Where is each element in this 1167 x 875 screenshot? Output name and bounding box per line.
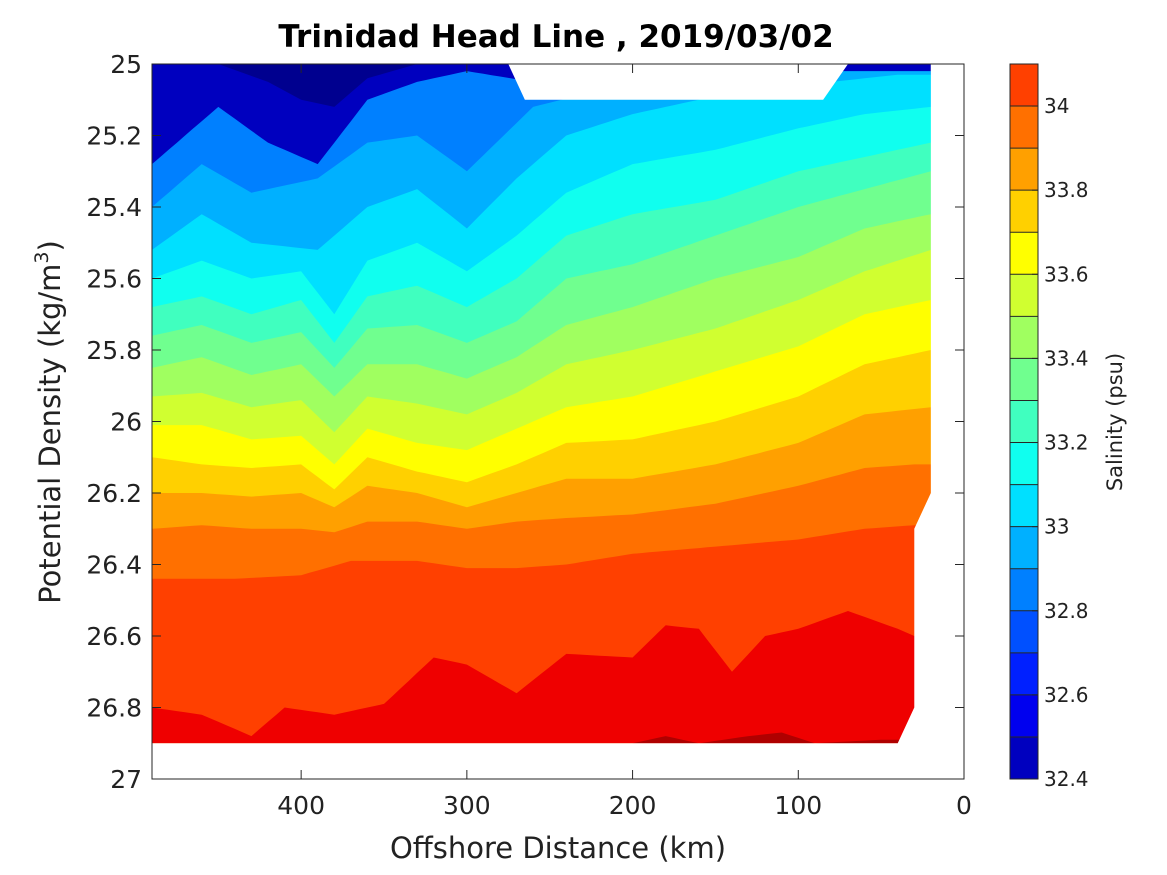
colorbar-segment bbox=[1010, 148, 1038, 191]
colorbar-segment bbox=[1010, 568, 1038, 611]
band-34 bbox=[152, 611, 931, 744]
x-tick-label: 300 bbox=[443, 791, 491, 820]
colorbar-segment bbox=[1010, 526, 1038, 569]
y-tick-label: 27 bbox=[110, 765, 142, 794]
x-tick-label: 400 bbox=[277, 791, 325, 820]
colorbar-tick-label: 33 bbox=[1044, 515, 1069, 539]
colorbar-segment bbox=[1010, 274, 1038, 317]
y-tick-label: 25 bbox=[110, 50, 142, 79]
missing-data-masks bbox=[152, 64, 964, 779]
colorbar-label: Salinity (psu) bbox=[1103, 353, 1127, 491]
colorbar-tick-label: 33.8 bbox=[1044, 178, 1089, 202]
colorbar-segment bbox=[1010, 232, 1038, 275]
y-tick-label: 25.6 bbox=[86, 265, 142, 294]
x-tick-label: 0 bbox=[956, 791, 972, 820]
colorbar-tick-label: 33.6 bbox=[1044, 262, 1089, 286]
x-tick-label: 100 bbox=[774, 791, 822, 820]
y-axis-label-close: ) bbox=[33, 240, 67, 251]
band-34-1 bbox=[152, 732, 931, 744]
colorbar-tick-label: 32.4 bbox=[1044, 767, 1089, 791]
colorbar-tick-label: 33.2 bbox=[1044, 431, 1089, 455]
y-tick-label: 25.4 bbox=[86, 193, 142, 222]
colorbar-segment bbox=[1010, 694, 1038, 737]
chart-title: Trinidad Head Line , 2019/03/02 bbox=[278, 19, 833, 55]
colorbar-frame bbox=[1009, 63, 1039, 780]
colorbar-segment bbox=[1010, 64, 1038, 107]
missing-top bbox=[508, 64, 848, 100]
x-tick-label: 200 bbox=[609, 791, 657, 820]
x-axis-ticks: 400 300 200 100 0 bbox=[277, 64, 972, 820]
y-tick-label: 26.6 bbox=[86, 622, 142, 651]
colorbar-tick-label: 33.4 bbox=[1044, 346, 1089, 370]
colorbar bbox=[1010, 64, 1038, 779]
colorbar-segment bbox=[1010, 358, 1038, 401]
y-tick-label: 26.2 bbox=[86, 479, 142, 508]
x-axis-label: Offshore Distance (km) bbox=[390, 831, 726, 865]
colorbar-segment bbox=[1010, 400, 1038, 443]
y-tick-label: 26.4 bbox=[86, 551, 142, 580]
colorbar-segment bbox=[1010, 442, 1038, 485]
colorbar-segment bbox=[1010, 652, 1038, 695]
y-axis-label-superscript: 3 bbox=[31, 251, 53, 263]
colorbar-tick-label: 32.6 bbox=[1044, 683, 1089, 707]
colorbar-segment bbox=[1010, 484, 1038, 527]
band-pocket bbox=[218, 64, 418, 107]
y-tick-label: 26.8 bbox=[86, 694, 142, 723]
colorbar-segment bbox=[1010, 316, 1038, 359]
colorbar-segment bbox=[1010, 190, 1038, 233]
colorbar-tick-label: 34 bbox=[1044, 94, 1069, 118]
y-tick-label: 25.2 bbox=[86, 122, 142, 151]
colorbar-ticks: 32.4 32.6 32.8 33 33.2 33.4 33.6 33.8 34 bbox=[1032, 94, 1089, 791]
colorbar-segment bbox=[1010, 610, 1038, 653]
colorbar-tick-label: 32.8 bbox=[1044, 599, 1089, 623]
y-tick-label: 26 bbox=[110, 408, 142, 437]
colorbar-segment bbox=[1010, 736, 1038, 779]
y-axis-label-main: Potential Density (kg/m bbox=[33, 264, 67, 604]
y-tick-label: 25.8 bbox=[86, 336, 142, 365]
colorbar-segment bbox=[1010, 106, 1038, 149]
y-axis-label: Potential Density (kg/m3) bbox=[31, 240, 67, 604]
y-axis-ticks: 25 25.2 25.4 25.6 25.8 26 26.2 26.4 26.6 26.8 27 bbox=[86, 50, 964, 794]
contour-bands bbox=[152, 64, 931, 744]
